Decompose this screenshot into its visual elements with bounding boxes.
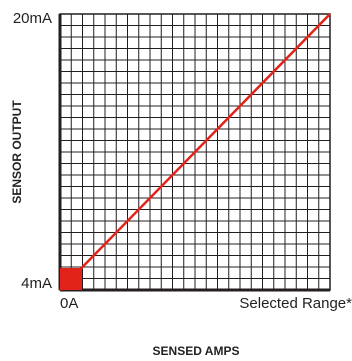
y-axis-label: SENSOR OUTPUT	[10, 100, 24, 204]
x-tick-label-right: Selected Range*	[239, 295, 352, 312]
chart-grid	[60, 14, 330, 290]
plot-frame	[58, 13, 331, 292]
y-tick-label-bottom: 4mA	[21, 275, 52, 292]
x-tick-label-left: 0A	[60, 295, 78, 312]
y-tick-label-top: 20mA	[13, 10, 52, 27]
origin-marker	[60, 268, 82, 290]
chart-series	[59, 13, 331, 291]
output-line	[59, 13, 331, 291]
x-axis-label: SENSED AMPS	[153, 344, 240, 358]
